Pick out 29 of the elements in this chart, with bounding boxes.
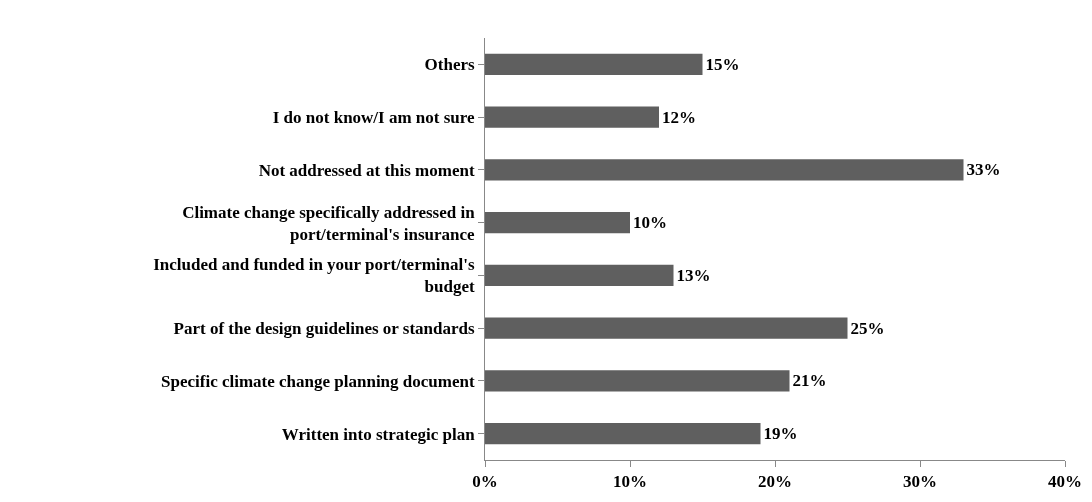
data-label: 15% <box>705 54 740 74</box>
data-label: 10% <box>633 213 667 233</box>
bar <box>485 317 848 339</box>
y-tick-label: Specific climate change planning document <box>161 371 475 391</box>
bar <box>485 264 674 286</box>
y-tick-label: I do not know/I am not sure <box>272 108 476 128</box>
data-label: 21% <box>792 371 827 391</box>
bar <box>485 423 761 445</box>
x-tick-label: 30% <box>903 472 937 492</box>
bar <box>485 212 630 234</box>
x-tick-label: 10% <box>613 472 647 492</box>
x-tick-label: 0% <box>472 472 498 492</box>
bar <box>485 106 659 128</box>
y-tick-label: Part of the design guidelines or standards <box>173 319 475 339</box>
y-tick-label: Included and funded in your port/terminal's budget <box>153 255 475 297</box>
y-tick-label: Not addressed at this moment <box>258 160 475 180</box>
y-tick-label: Written into strategic plan <box>281 424 476 444</box>
data-label: 33% <box>966 160 1001 180</box>
data-label: 25% <box>850 318 885 338</box>
data-label: 13% <box>676 265 711 285</box>
x-tick-label: 40% <box>1048 472 1082 492</box>
data-label: 12% <box>662 107 696 127</box>
x-tick-label: 20% <box>758 472 792 492</box>
bar <box>485 370 790 392</box>
y-tick-label: Others <box>424 55 475 75</box>
bar <box>485 159 964 181</box>
bar <box>485 53 703 75</box>
data-label: 19% <box>763 424 798 444</box>
y-tick-label: Climate change specifically addressed in port/terminal's insurance <box>182 202 476 244</box>
